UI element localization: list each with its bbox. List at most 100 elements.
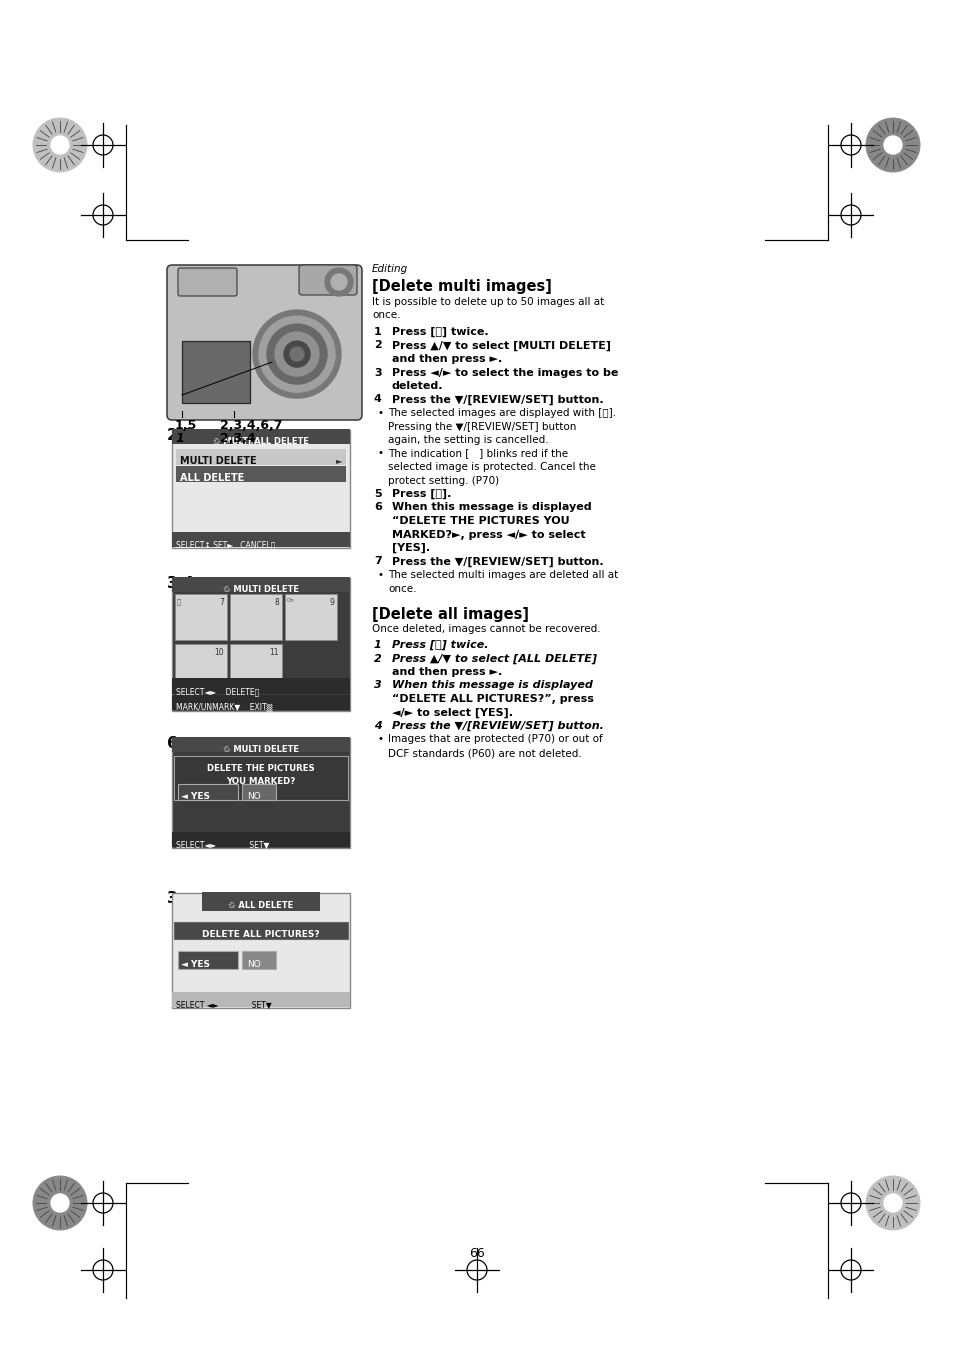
- Text: Ⓝ: Ⓝ: [177, 599, 181, 605]
- Bar: [230, 644, 282, 690]
- Text: The indication [   ] blinks red if the: The indication [ ] blinks red if the: [388, 449, 568, 458]
- Bar: [172, 892, 350, 1008]
- Text: [Delete all images]: [Delete all images]: [372, 607, 529, 621]
- Text: YOU MARKED?: YOU MARKED?: [226, 776, 295, 786]
- Text: DCF standards (P60) are not deleted.: DCF standards (P60) are not deleted.: [388, 748, 581, 758]
- Text: Editing: Editing: [372, 264, 408, 274]
- Bar: [175, 449, 346, 465]
- Text: Press the ▼/[REVIEW/SET] button.: Press the ▼/[REVIEW/SET] button.: [392, 395, 603, 404]
- Bar: [175, 466, 346, 483]
- Text: 6: 6: [167, 736, 177, 751]
- Bar: [242, 950, 275, 969]
- Text: 2: 2: [374, 341, 381, 350]
- Bar: [173, 922, 348, 940]
- Text: SELECT◄►              SET▼: SELECT◄► SET▼: [175, 840, 269, 849]
- Text: DELETE THE PICTURES: DELETE THE PICTURES: [207, 764, 314, 772]
- Text: 3: 3: [374, 368, 381, 377]
- Bar: [172, 832, 350, 847]
- Circle shape: [883, 1194, 901, 1212]
- Text: 7: 7: [219, 599, 224, 607]
- Text: 6: 6: [374, 503, 381, 512]
- Text: Press the ▼/[REVIEW/SET] button.: Press the ▼/[REVIEW/SET] button.: [392, 557, 603, 566]
- Text: “DELETE THE PICTURES YOU: “DELETE THE PICTURES YOU: [392, 516, 569, 526]
- FancyBboxPatch shape: [298, 266, 356, 295]
- Text: The selected images are displayed with [Ⓝ].: The selected images are displayed with […: [388, 408, 616, 418]
- Text: DELETE ALL PICTURES?: DELETE ALL PICTURES?: [202, 930, 319, 940]
- Bar: [174, 594, 227, 640]
- Text: 1,5: 1,5: [174, 419, 197, 431]
- Text: ◄ YES: ◄ YES: [181, 960, 210, 969]
- FancyBboxPatch shape: [178, 268, 236, 297]
- Text: ♲ MULTI DELETE: ♲ MULTI DELETE: [223, 585, 298, 593]
- Text: 2,3,4,6,7: 2,3,4,6,7: [220, 419, 282, 431]
- Text: NO: NO: [247, 793, 260, 801]
- Text: MULTI DELETE: MULTI DELETE: [180, 456, 256, 466]
- Text: MARKED?►, press ◄/► to select: MARKED?►, press ◄/► to select: [392, 530, 585, 539]
- Text: When this message is displayed: When this message is displayed: [392, 681, 592, 690]
- Text: 2,3,4: 2,3,4: [220, 431, 255, 445]
- Text: 1: 1: [374, 328, 381, 337]
- Circle shape: [51, 136, 69, 154]
- Text: again, the setting is cancelled.: again, the setting is cancelled.: [388, 435, 548, 445]
- Text: It is possible to delete up to 50 images all at: It is possible to delete up to 50 images…: [372, 297, 603, 307]
- Circle shape: [267, 324, 327, 384]
- Circle shape: [33, 1175, 87, 1229]
- Text: 10: 10: [214, 648, 224, 656]
- Text: 5: 5: [374, 489, 381, 499]
- Text: Once deleted, images cannot be recovered.: Once deleted, images cannot be recovered…: [372, 624, 600, 634]
- Text: 1: 1: [374, 640, 381, 650]
- Text: Press ▲/▼ to select [ALL DELETE]: Press ▲/▼ to select [ALL DELETE]: [392, 654, 597, 663]
- Text: 7: 7: [374, 557, 381, 566]
- Text: Press [Ⓝ].: Press [Ⓝ].: [392, 489, 451, 499]
- Circle shape: [274, 332, 318, 376]
- Circle shape: [325, 268, 353, 297]
- Bar: [172, 737, 350, 752]
- Bar: [178, 950, 237, 969]
- Text: Press the ▼/[REVIEW/SET] button.: Press the ▼/[REVIEW/SET] button.: [392, 721, 603, 731]
- Circle shape: [51, 1194, 69, 1212]
- Bar: [178, 785, 237, 799]
- Bar: [172, 696, 350, 710]
- Text: SELECT◄►    DELETEⓃ: SELECT◄► DELETEⓃ: [175, 687, 259, 696]
- Text: When this message is displayed: When this message is displayed: [392, 503, 591, 512]
- Text: ♲ MULTI DELETE: ♲ MULTI DELETE: [223, 744, 298, 754]
- Bar: [172, 430, 350, 549]
- Text: Press ▲/▼ to select [MULTI DELETE]: Press ▲/▼ to select [MULTI DELETE]: [392, 341, 610, 350]
- Text: ►: ►: [335, 456, 341, 465]
- Text: 11: 11: [269, 648, 278, 656]
- Text: ◄/► to select [YES].: ◄/► to select [YES].: [392, 708, 513, 717]
- Circle shape: [331, 274, 347, 290]
- Text: 3: 3: [374, 681, 381, 690]
- Text: 8: 8: [274, 599, 278, 607]
- Bar: [172, 992, 350, 1007]
- Text: Press [Ⓝ] twice.: Press [Ⓝ] twice.: [392, 640, 488, 650]
- Text: 2: 2: [374, 654, 381, 663]
- Circle shape: [290, 346, 304, 361]
- Circle shape: [883, 136, 901, 154]
- Bar: [173, 756, 348, 799]
- Text: once.: once.: [388, 584, 416, 593]
- Text: SELECT ◄►              SET▼: SELECT ◄► SET▼: [175, 1000, 272, 1010]
- Bar: [230, 594, 282, 640]
- FancyBboxPatch shape: [167, 266, 361, 421]
- Bar: [242, 785, 275, 799]
- Circle shape: [284, 341, 310, 367]
- Text: ♲ ALL DELETE: ♲ ALL DELETE: [228, 900, 294, 910]
- Bar: [202, 892, 319, 911]
- Text: Press [Ⓝ] twice.: Press [Ⓝ] twice.: [392, 328, 488, 337]
- Bar: [172, 429, 350, 443]
- Text: •: •: [377, 408, 384, 418]
- Text: •: •: [377, 570, 384, 580]
- Circle shape: [33, 119, 87, 173]
- Text: 2,2: 2,2: [167, 429, 193, 443]
- Text: [YES].: [YES].: [392, 543, 430, 553]
- Text: [Delete multi images]: [Delete multi images]: [372, 279, 551, 294]
- Text: SELECT↕ SET►   CANCELⓃ: SELECT↕ SET► CANCELⓃ: [175, 541, 275, 549]
- Text: ♲ MULTI/ALL DELETE: ♲ MULTI/ALL DELETE: [213, 437, 309, 445]
- Bar: [172, 737, 350, 848]
- Bar: [285, 594, 336, 640]
- Text: protect setting. (P70): protect setting. (P70): [388, 476, 498, 485]
- Bar: [174, 644, 227, 690]
- Text: Press ◄/► to select the images to be: Press ◄/► to select the images to be: [392, 368, 618, 377]
- Bar: [172, 578, 350, 710]
